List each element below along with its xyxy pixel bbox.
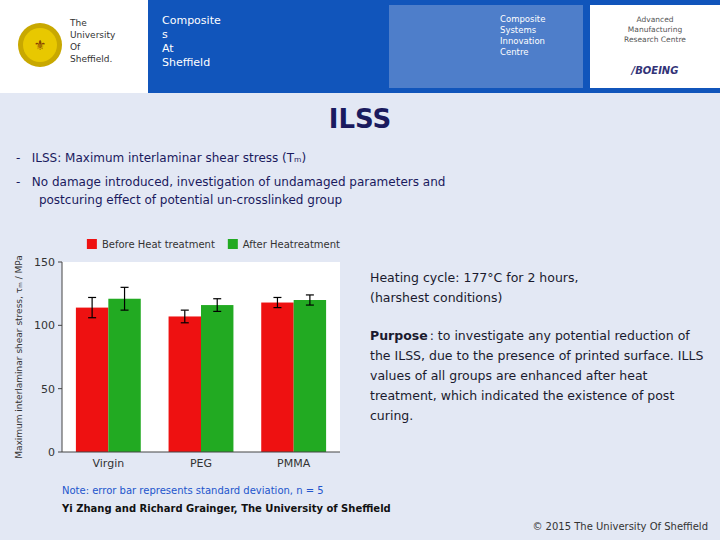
y-tick — [58, 325, 62, 326]
side-text: : to investigate any potential reduction… — [370, 328, 703, 423]
crest-symbol: ⚜ — [34, 37, 47, 53]
note: Note: error bar represents standard devi… — [62, 485, 324, 496]
x-tick-label: Virgin — [92, 457, 124, 470]
plot-area — [62, 262, 340, 452]
y-label: Maximum interlaminar shear stress, τₘ / … — [14, 255, 24, 459]
logo-text: /BOEING — [631, 65, 679, 76]
legend-label: After Heatreatment — [243, 239, 340, 250]
y-tick — [58, 262, 62, 263]
logo-text: CompositeSystemsInnovationCentre — [500, 14, 545, 57]
crest-inner — [23, 28, 57, 62]
bullet: - No damage introduced, investigation of… — [16, 175, 445, 207]
y-tick-label: 100 — [34, 319, 55, 332]
bar — [294, 300, 326, 452]
x-tick-label: PEG — [190, 457, 212, 470]
legend-label: Before Heat treatment — [102, 239, 215, 250]
legend-swatch — [228, 239, 238, 249]
author: Yi Zhang and Richard Grainger, The Unive… — [61, 503, 391, 514]
logo-box — [0, 0, 148, 93]
error-bar — [213, 299, 221, 312]
logo-text: AdvancedManufacturingResearch Centre — [624, 15, 686, 44]
copyright: © 2015 The University Of Sheffield — [532, 521, 708, 532]
y-tick — [58, 388, 62, 389]
logo-text: CompositesAtSheffield — [162, 14, 221, 69]
chart: 0 50 100 150 Maximum interlaminar shear stre… — [14, 239, 340, 470]
bar — [201, 305, 233, 452]
header-bar — [0, 0, 720, 93]
error-bar — [88, 297, 96, 317]
x-axis — [62, 452, 340, 453]
y-tick — [58, 452, 62, 453]
side-text: Purpose — [370, 328, 428, 343]
logo-box — [590, 5, 720, 88]
slide: ⚜ TheUniversityOfSheffield. CompositesAtSh… — [0, 0, 720, 540]
legend-swatch — [87, 239, 97, 249]
side-text: Heating cycle: 177°C for 2 hours,(harshe… — [370, 270, 578, 305]
error-bar — [181, 310, 189, 323]
error-bar — [121, 287, 129, 310]
y-tick-label: 0 — [48, 446, 55, 459]
x-tick-label: PMMA — [277, 457, 311, 470]
error-bar — [306, 295, 314, 305]
header: ⚜ TheUniversityOfSheffield. CompositesAtSh… — [0, 0, 720, 93]
legend: After Heatreatment Before Heat treatment — [87, 239, 340, 250]
y-tick-label: 150 — [34, 256, 55, 269]
background — [0, 0, 720, 540]
error-bar — [273, 297, 281, 307]
y-tick-label: 50 — [41, 383, 55, 396]
logo-box — [389, 5, 583, 88]
bar — [261, 303, 293, 452]
bullet: - ILSS: Maximum interlaminar shear stres… — [16, 151, 306, 165]
y-axis — [62, 262, 63, 452]
bar — [108, 299, 140, 452]
bar — [169, 316, 201, 452]
title: ILSS — [329, 104, 392, 134]
crest — [18, 23, 62, 67]
bars — [76, 287, 326, 452]
logo-text: TheUniversityOfSheffield. — [69, 18, 116, 64]
bar — [76, 308, 108, 452]
